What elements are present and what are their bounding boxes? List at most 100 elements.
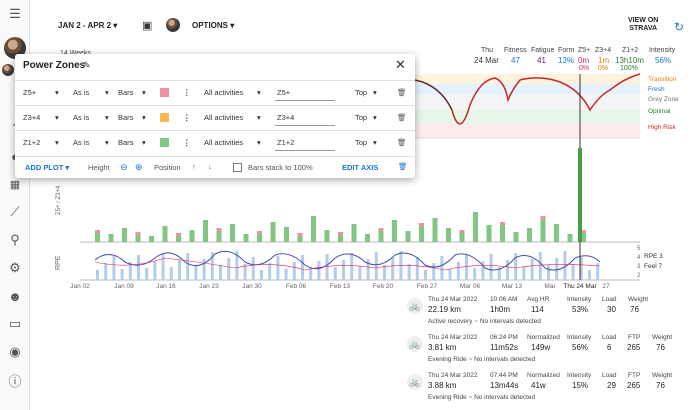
height-label: Height [88, 163, 110, 172]
edit-axis-button[interactable]: EDIT AXIS [342, 163, 379, 172]
activity-card[interactable]: 🚲 Thu 24 Mar 2022 3.88 km 07:44 PM 13m44… [400, 368, 690, 402]
position-up-icon[interactable]: ↑ [192, 162, 196, 171]
zone-optimal [400, 110, 640, 124]
z34-pct: 0% [598, 65, 609, 72]
type-select[interactable]: Bars [118, 113, 134, 122]
activity-card[interactable]: 🚲 Thu 24 Mar 2022 3.81 km 06:24 PM 11m52… [400, 330, 690, 364]
position-down-icon[interactable]: ↓ [208, 162, 212, 171]
position-select[interactable]: Top [355, 113, 368, 122]
avatar-small[interactable] [2, 64, 14, 76]
rpe-bar [555, 258, 559, 280]
x-tick-label: Mar 06 [460, 283, 481, 290]
zone-bar [419, 223, 424, 242]
rpe-bar [563, 251, 567, 280]
gear-icon[interactable]: ⚙ [9, 260, 21, 275]
delete-row-icon[interactable]: 🗑 [397, 138, 407, 147]
stack-checkbox[interactable] [233, 163, 242, 172]
rpe-bar [137, 255, 140, 280]
color-swatch[interactable] [160, 88, 169, 97]
zone-bar [122, 228, 127, 242]
delete-row-icon[interactable]: 🗑 [397, 88, 407, 97]
mode-select[interactable]: As is [73, 138, 90, 147]
activity-icon[interactable]: ◐ [0, 146, 30, 166]
filter-select[interactable]: All activities [204, 113, 244, 122]
discord-icon[interactable]: ◉ [9, 344, 21, 359]
z34-value: 1m [598, 56, 610, 65]
chat-icon[interactable]: ▭ [8, 316, 22, 331]
activity-card[interactable]: 🚲 Thu 24 Mar 2022 22.19 km 10:06 AM 1h0m… [400, 292, 690, 326]
filter-select[interactable]: All activities [204, 88, 244, 97]
calendar-icon[interactable]: ▦ [9, 178, 21, 191]
zone-bar-z5 [176, 233, 181, 236]
add-plot-button[interactable]: ADD PLOT ▾ [25, 163, 70, 172]
rpe-bar [292, 262, 296, 280]
chart-icon[interactable]: ⟋ [10, 204, 20, 219]
zone-select[interactable]: Z3+4 [23, 113, 41, 122]
more-options-icon[interactable]: ⋮ [183, 113, 191, 122]
type-select[interactable]: Bars [118, 138, 134, 147]
zone-legend-item: High Risk [648, 124, 676, 131]
close-icon[interactable]: ✕ [395, 57, 406, 72]
rpe-bar [210, 252, 214, 280]
people-icon[interactable]: ☻ [8, 288, 22, 304]
type-select[interactable]: Bars [118, 88, 134, 97]
avatar[interactable] [4, 37, 26, 59]
activity-hr: 41w [531, 381, 546, 390]
height-decrease-icon[interactable]: ⊖ [120, 162, 128, 172]
zone-bar [365, 234, 370, 242]
mode-select[interactable]: As is [73, 113, 90, 122]
delete-plot-icon[interactable]: 🗑 [398, 162, 408, 171]
more-options-icon[interactable]: ⋮ [183, 138, 191, 147]
add-calendar-icon[interactable]: ▣ [142, 20, 153, 32]
height-increase-icon[interactable]: ⊕ [135, 162, 143, 172]
rpe-line [94, 250, 601, 271]
label-input[interactable]: Z1+2 [277, 138, 295, 147]
activity-intensity: 56% [572, 343, 589, 352]
panel-title: Power Zones [23, 60, 86, 71]
zone-bar [459, 230, 465, 242]
rpe-bar [202, 259, 206, 280]
rpe-bar [448, 269, 452, 280]
options-menu[interactable]: OPTIONS ▾ [192, 21, 235, 30]
activity-hr: 149w [531, 343, 551, 352]
zone-select[interactable]: Z5+ [23, 88, 37, 97]
zone-bar [189, 230, 195, 242]
view-on-strava-button[interactable]: VIEW ON STRAVA [628, 17, 658, 33]
color-swatch[interactable] [160, 113, 169, 122]
intensity-value: 56% [655, 56, 672, 65]
menu-icon[interactable]: ☰ [9, 6, 21, 21]
activity-load-label: Load [602, 334, 617, 341]
rpe-tick: 3 [637, 264, 641, 270]
zone-bar [500, 222, 505, 242]
more-options-icon[interactable]: ⋮ [183, 88, 191, 97]
zone-row: Z5+ ▾ As is ▾ Bars ▾ ⋮ All activities ▾ … [15, 80, 415, 104]
label-input[interactable]: Z3+4 [277, 113, 295, 122]
zone-bar-z5 [297, 233, 303, 236]
rpe-bar [596, 263, 600, 280]
position-select[interactable]: Top [355, 138, 368, 147]
form-value: 13% [558, 56, 575, 65]
refresh-icon[interactable]: ↻ [674, 20, 685, 34]
x-tick-label: Jan 02 [70, 283, 90, 290]
edit-pencil-icon[interactable]: ✎ [83, 60, 91, 70]
fitness-icon[interactable]: ⌃ [0, 118, 30, 138]
rpe-axis-label: RPE [55, 255, 62, 270]
date-range-selector[interactable]: JAN 2 - APR 2 ▾ [58, 21, 118, 30]
activity-intensity-label: Intensity [567, 372, 592, 379]
color-swatch[interactable] [160, 138, 169, 147]
rpe-bar [186, 253, 190, 280]
z5-value: 0m [578, 56, 590, 65]
label-input[interactable]: Z5+ [277, 88, 291, 97]
mode-select[interactable]: As is [73, 88, 90, 97]
label-input-underline [275, 100, 335, 101]
position-select[interactable]: Top [355, 88, 368, 97]
info-icon[interactable]: ⓘ [8, 373, 22, 389]
rpe-bar [284, 269, 288, 280]
zone-select[interactable]: Z1+2 [23, 138, 41, 147]
search-icon[interactable]: ⚲ [10, 232, 20, 247]
day-label: Thu [481, 47, 494, 54]
delete-row-icon[interactable]: 🗑 [397, 113, 407, 122]
filter-select[interactable]: All activities [204, 138, 244, 147]
athlete-avatar[interactable] [166, 18, 180, 32]
